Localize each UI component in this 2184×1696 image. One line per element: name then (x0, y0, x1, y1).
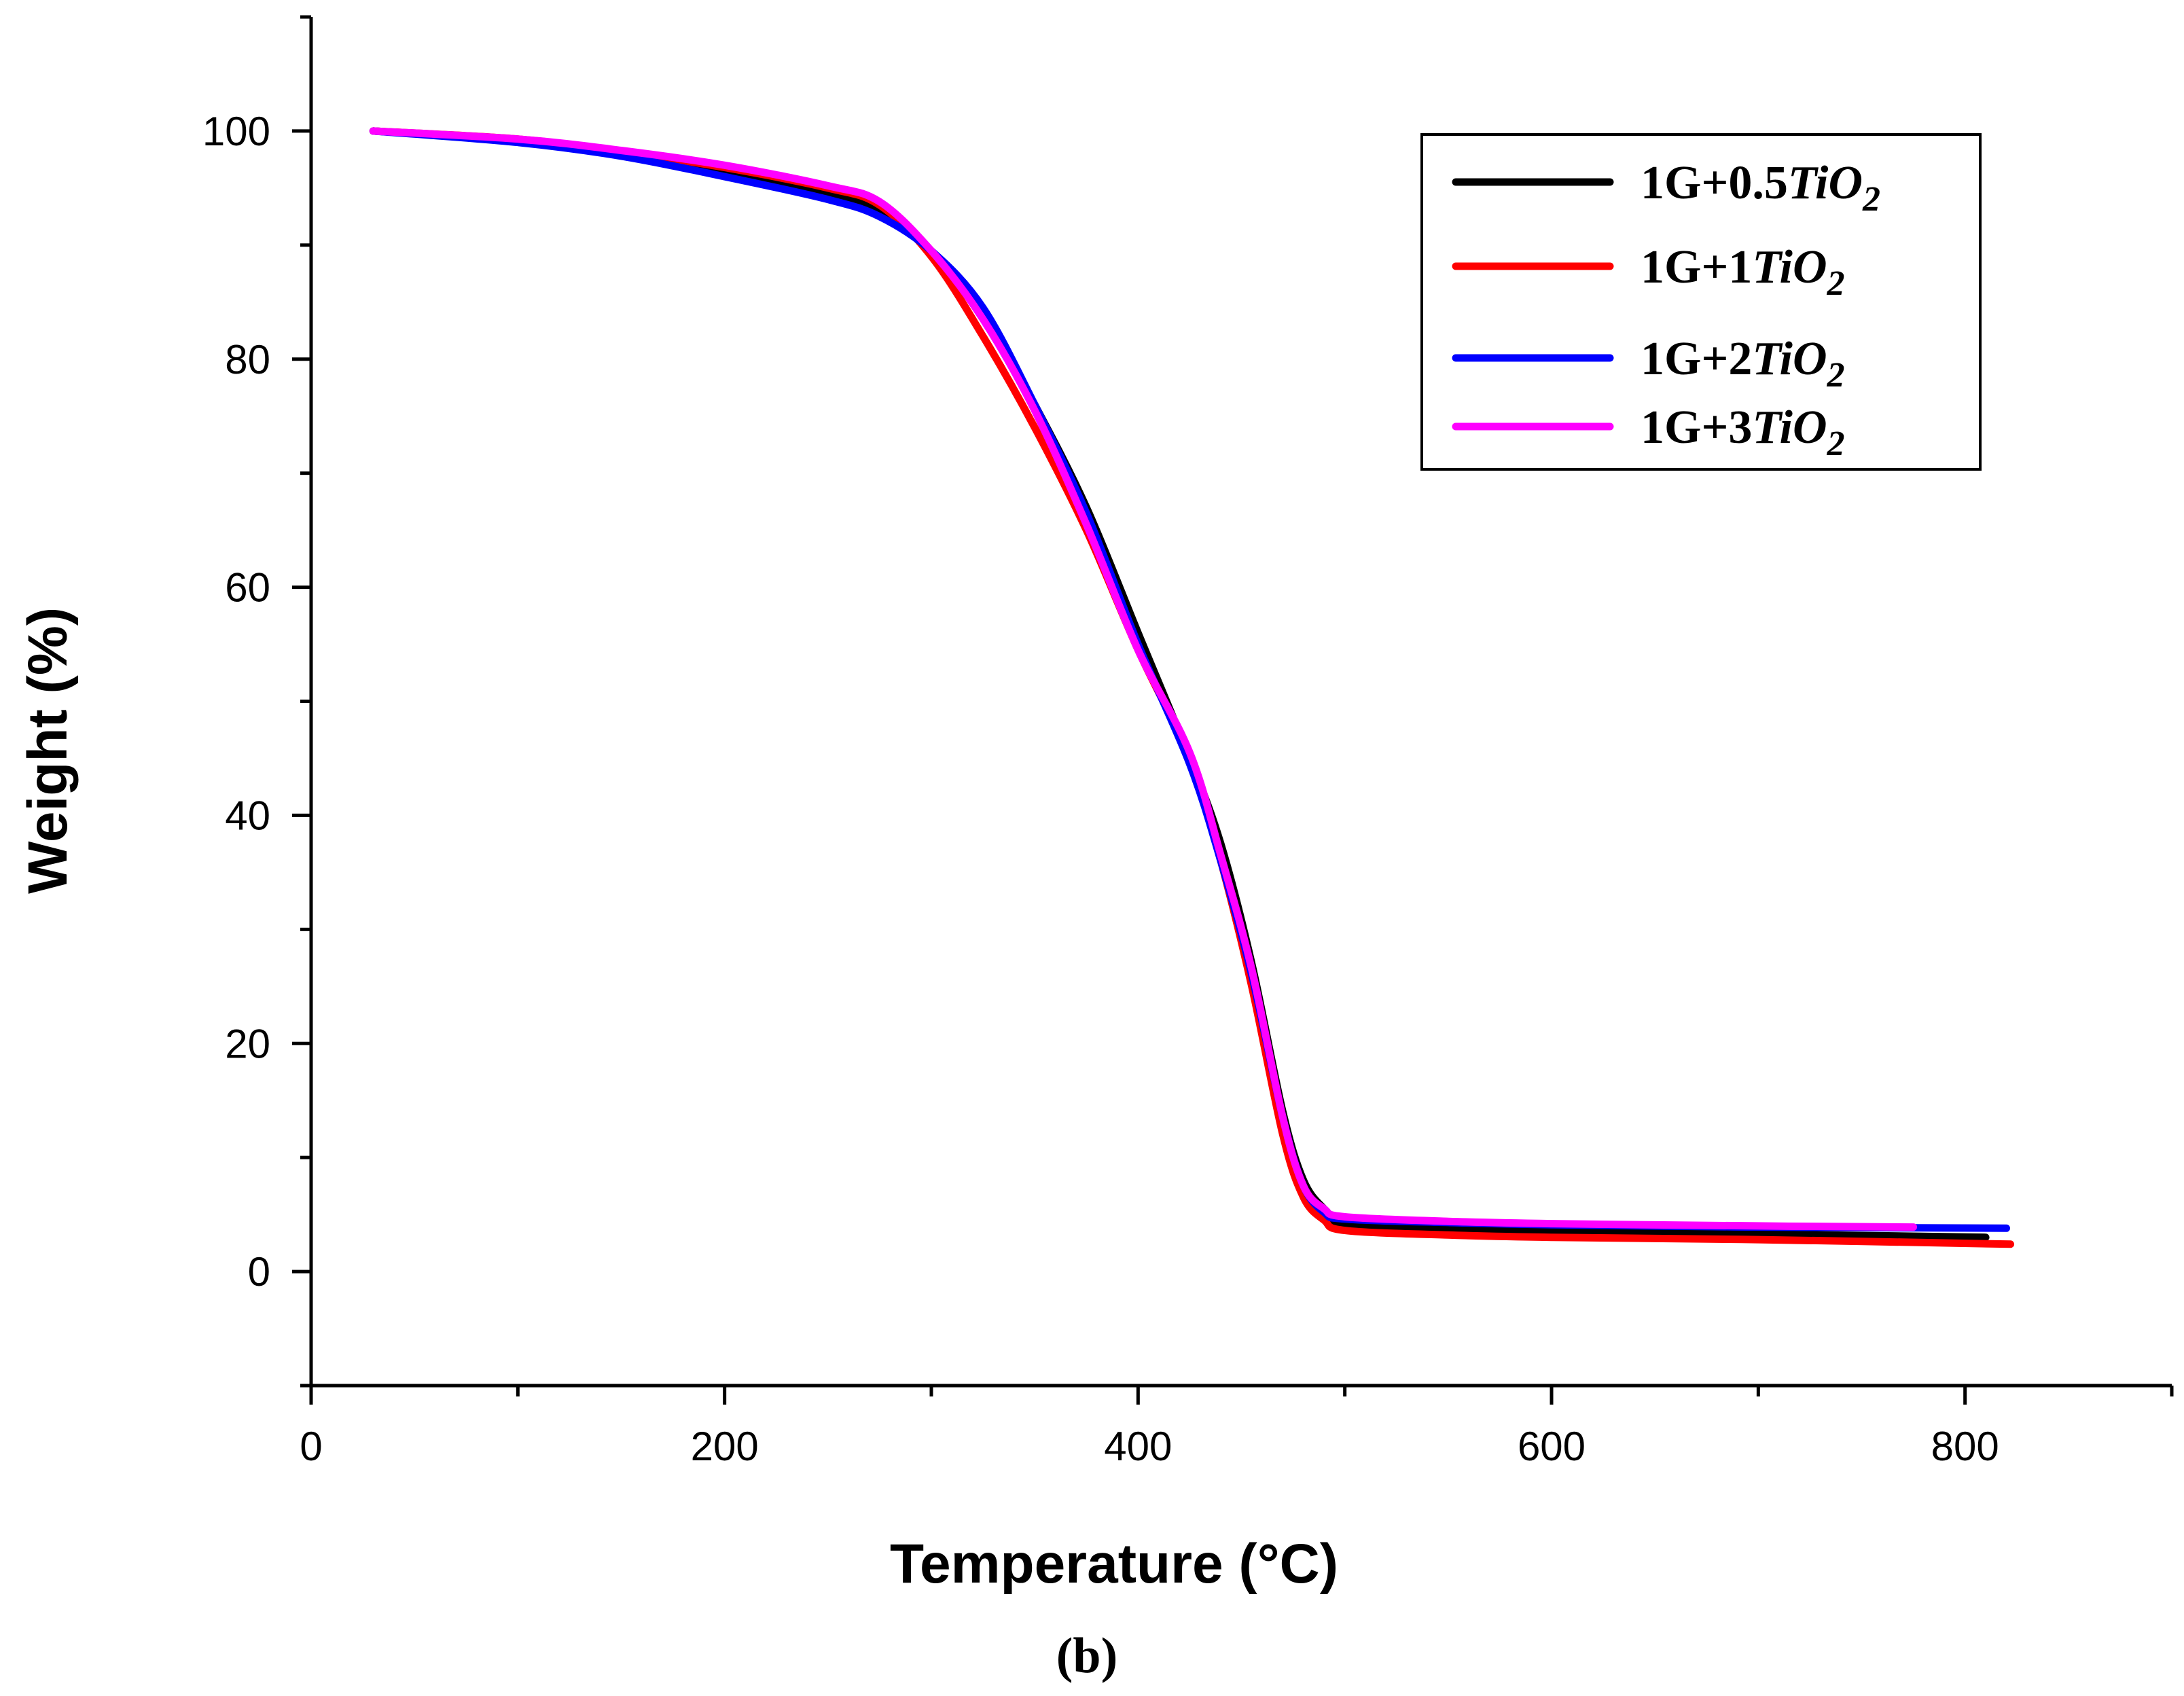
legend-label-1: 1G+0.5TiO2 (1641, 157, 1880, 219)
legend-label-prefix: 1G+0.5 (1641, 157, 1788, 209)
y-tick-label-0: 0 (248, 1249, 270, 1295)
legend-label-4: 1G+3TiO2 (1641, 401, 1845, 463)
x-tick-label-600: 600 (1518, 1424, 1586, 1469)
legend-box (1420, 133, 1982, 471)
x-tick-label-400: 400 (1104, 1424, 1172, 1469)
y-tick-label-20: 20 (225, 1021, 270, 1066)
y-tick-label-40: 40 (225, 793, 270, 838)
x-tick-label-0: 0 (300, 1424, 322, 1469)
legend-label-formula: TiO (1752, 333, 1827, 385)
y-axis-ticks: 0 20 40 60 80 100 (202, 15, 311, 1388)
legend-label-2: 1G+1TiO2 (1641, 241, 1845, 303)
legend-label-3: 1G+2TiO2 (1641, 333, 1845, 395)
legend-label-prefix: 1G+2 (1641, 333, 1752, 385)
legend-label-subscript: 2 (1827, 264, 1845, 303)
legend-label-formula: TiO (1752, 401, 1827, 454)
y-tick-label-80: 80 (225, 337, 270, 382)
series-line-4 (369, 127, 1918, 1231)
x-axis-title: Temperature (°C) (890, 1533, 1338, 1595)
x-tick-label-200: 200 (691, 1424, 759, 1469)
legend-label-prefix: 1G+1 (1641, 241, 1752, 293)
legend-label-prefix: 1G+3 (1641, 401, 1752, 454)
x-axis-ticks: 0 200 400 600 800 (300, 1386, 2174, 1469)
y-tick-label-60: 60 (225, 565, 270, 611)
y-tick-label-100: 100 (202, 109, 270, 154)
series-layer (369, 127, 2015, 1248)
legend-label-subscript: 2 (1862, 180, 1880, 219)
legend-label-formula: TiO (1752, 241, 1827, 293)
panel-label: (b) (1056, 1628, 1117, 1684)
y-axis-title: Weight (%) (17, 607, 79, 894)
legend-label-formula: TiO (1788, 157, 1863, 209)
legend-label-subscript: 2 (1827, 356, 1845, 395)
x-tick-label-800: 800 (1931, 1424, 1999, 1469)
legend-label-subscript: 2 (1827, 425, 1845, 463)
